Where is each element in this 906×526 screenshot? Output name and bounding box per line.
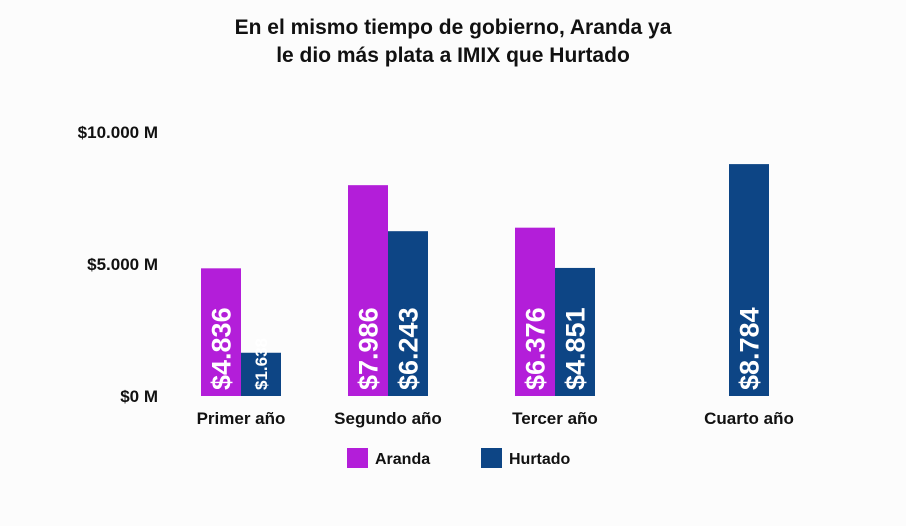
data-label-hurtado-1: $1.638: [252, 338, 271, 390]
data-label-aranda-1: $4.836: [207, 307, 237, 390]
bars: $4.836 $1.638 $7.986 $6.243 $6.376 $4.851 $8.7…: [201, 164, 769, 396]
y-tick-label: $5.000 M: [87, 255, 158, 274]
y-axis: $0 M $5.000 M $10.000 M: [78, 123, 158, 406]
bar-hurtado-4: [729, 164, 769, 396]
y-tick-label: $10.000 M: [78, 123, 158, 142]
y-tick-label: $0 M: [120, 387, 158, 406]
chart-title-line-2: le dio más plata a IMIX que Hurtado: [276, 44, 630, 67]
bar-aranda-3: [515, 227, 555, 396]
legend: Aranda Hurtado: [347, 448, 571, 468]
x-tick-label: Primer año: [197, 409, 286, 428]
legend-label-aranda: Aranda: [375, 451, 430, 468]
x-tick-label: Segundo año: [334, 409, 442, 428]
bar-hurtado-1: [241, 352, 281, 396]
legend-label-hurtado: Hurtado: [509, 451, 571, 468]
chart-title: En el mismo tiempo de gobierno, Aranda y…: [235, 16, 672, 67]
bar-aranda-1: [201, 268, 241, 396]
data-label-aranda-2: $7.986: [354, 307, 384, 390]
bar-aranda-2: [348, 185, 388, 396]
x-tick-label: Tercer año: [512, 409, 598, 428]
bar-hurtado-3: [555, 267, 595, 396]
data-label-aranda-3: $6.376: [521, 307, 551, 390]
legend-swatch-aranda: [347, 448, 368, 468]
bar-hurtado-2: [388, 231, 428, 396]
data-label-hurtado-3: $4.851: [561, 307, 591, 390]
x-axis: Primer año Segundo año Tercer año Cuarto añ…: [197, 409, 794, 428]
chart-title-line-1: En el mismo tiempo de gobierno, Aranda y…: [235, 16, 672, 39]
data-label-hurtado-4: $8.784: [735, 307, 765, 390]
legend-swatch-hurtado: [481, 448, 502, 468]
data-label-hurtado-2: $6.243: [394, 307, 424, 390]
x-tick-label: Cuarto año: [704, 409, 794, 428]
